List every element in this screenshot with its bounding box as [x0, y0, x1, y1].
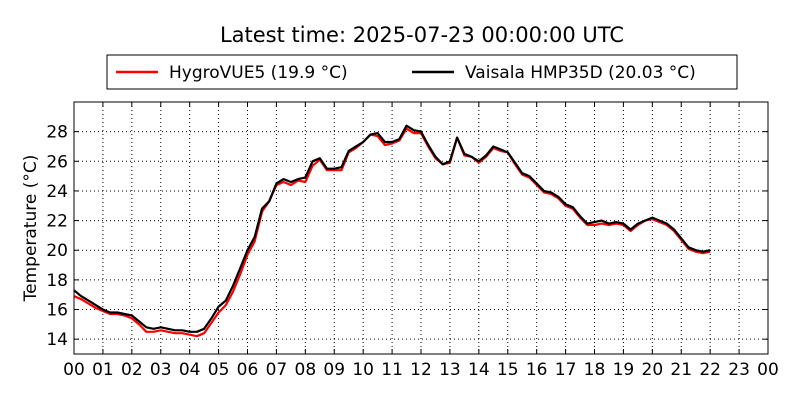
x-tick-label: 00	[63, 360, 85, 380]
y-tick-label: 16	[46, 301, 68, 321]
y-tick-label: 26	[46, 152, 68, 172]
plot-area	[74, 102, 768, 354]
x-tick-label: 15	[497, 360, 519, 380]
x-axis: 00 01 02 03 04 05 06 07 08 09 10 11 12 13 14 15 16 17 18 19…	[63, 102, 779, 380]
legend: HygroVUE5 (19.9 °C) Vaisala HMP35D (20.0…	[106, 54, 738, 90]
x-tick-label: 08	[295, 360, 317, 380]
legend-label-vaisala: Vaisala HMP35D (20.03 °C)	[465, 63, 696, 83]
x-tick-label: 00	[757, 360, 779, 380]
y-tick-label: 18	[46, 271, 68, 291]
x-tick-label: 03	[150, 360, 172, 380]
x-tick-label: 02	[121, 360, 143, 380]
x-tick-label: 05	[208, 360, 230, 380]
y-tick-label: 28	[46, 123, 68, 143]
x-tick-label: 01	[92, 360, 114, 380]
y-tick-label: 20	[46, 241, 68, 261]
x-tick-label: 07	[266, 360, 288, 380]
x-tick-label: 18	[584, 360, 606, 380]
x-tick-label: 22	[699, 360, 721, 380]
x-tick-label: 16	[526, 360, 548, 380]
x-tick-label: 14	[468, 360, 490, 380]
y-tick-label: 22	[46, 212, 68, 232]
x-tick-label: 09	[323, 360, 345, 380]
legend-label-hygrovue5: HygroVUE5 (19.9 °C)	[169, 63, 348, 83]
x-tick-label: 17	[555, 360, 577, 380]
y-axis-label: Temperature (°C)	[21, 155, 41, 303]
x-tick-label: 06	[237, 360, 259, 380]
x-tick-label: 12	[410, 360, 432, 380]
series-line-hygrovue5	[73, 127, 711, 338]
chart-title: Latest time: 2025-07-23 00:00:00 UTC	[220, 23, 624, 47]
x-tick-label: 10	[352, 360, 374, 380]
x-tick-label: 13	[439, 360, 461, 380]
x-tick-label: 21	[670, 360, 692, 380]
x-tick-label: 20	[642, 360, 664, 380]
x-tick-label: 11	[381, 360, 403, 380]
x-tick-label: 19	[613, 360, 635, 380]
x-tick-label: 23	[728, 360, 750, 380]
x-tick-label: 04	[179, 360, 201, 380]
series-line-vaisala	[73, 124, 711, 333]
y-tick-label: 14	[46, 330, 68, 350]
y-axis: 14 16 18 20 22 24 26 28	[46, 123, 768, 350]
series-layer	[73, 124, 711, 338]
y-tick-label: 24	[46, 182, 68, 202]
